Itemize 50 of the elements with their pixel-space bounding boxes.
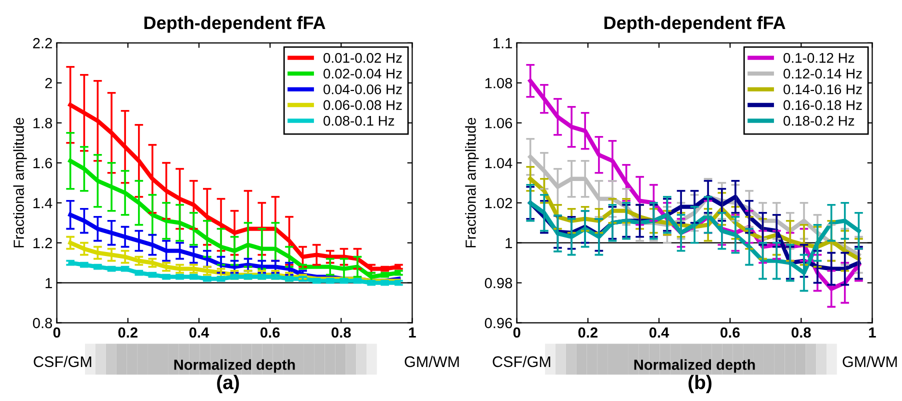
x-tick-label: 0.8: [792, 327, 811, 338]
legend-label: 0.12-0.14 Hz: [784, 68, 862, 79]
text: GM/WM: [404, 356, 459, 368]
text: GM/WM: [842, 356, 897, 368]
x-tick-label: 0.8: [332, 327, 351, 338]
y-tick-label: 1.2: [34, 238, 52, 248]
y-tick-label: 1.06: [485, 118, 512, 128]
y-tick-label: 1.6: [34, 158, 52, 168]
x-tick-label: 0.4: [189, 327, 210, 338]
y-tick-label: 1.8: [34, 118, 52, 128]
y-tick-label: 1.02: [485, 198, 512, 208]
y-tick-label: 0.8: [32, 318, 52, 328]
legend-label: 0.18-0.2 Hz: [784, 116, 854, 126]
y-axis-title: Fractional amplitude: [465, 118, 479, 248]
legend-label: 0.04-0.06 Hz: [324, 84, 402, 94]
y-tick-label: 2: [45, 78, 52, 88]
text: (b): [688, 374, 712, 394]
legend-label: 0.06-0.08 Hz: [324, 100, 402, 110]
y-tick-label: 1: [46, 278, 52, 288]
y-tick-label: 1: [506, 238, 512, 248]
text: CSF/GM: [34, 356, 92, 368]
text: (a): [217, 374, 239, 394]
y-tick-label: 1.1: [494, 38, 512, 48]
x-tick-label: 0.6: [720, 327, 740, 338]
legend-label: 0.14-0.16 Hz: [784, 84, 862, 94]
y-tick-label: 2.2: [33, 38, 52, 48]
x-tick-label: 0.2: [578, 327, 598, 338]
y-tick-label: 1.08: [485, 78, 512, 88]
y-tick-label: 0.96: [484, 318, 512, 328]
y-tick-label: 1.4: [34, 198, 52, 208]
x-axis-title: Normalized depth: [634, 359, 755, 373]
chart-title: Depth-dependent fFA: [604, 16, 786, 33]
text: CSF/GM: [492, 356, 550, 368]
y-axis-title: Fractional amplitude: [13, 118, 27, 248]
x-tick-label: 0.4: [649, 327, 670, 338]
legend-label: 0.16-0.18 Hz: [784, 100, 862, 110]
legend-label: 0.1-0.12 Hz: [784, 52, 854, 63]
chart-title: Depth-dependent fFA: [144, 16, 326, 33]
x-tick-label: 0.2: [118, 327, 138, 338]
y-tick-label: 1.04: [485, 158, 512, 168]
x-tick-label: 0: [513, 327, 520, 338]
x-tick-label: 1: [869, 328, 876, 338]
x-tick-label: 1: [409, 328, 416, 338]
x-axis-title: Normalized depth: [174, 359, 295, 373]
legend-label: 0.01-0.02 Hz: [324, 52, 402, 63]
legend-label: 0.08-0.1 Hz: [324, 116, 394, 126]
y-tick-label: 0.98: [484, 278, 512, 288]
x-tick-label: 0.6: [260, 327, 280, 338]
x-tick-label: 0: [53, 327, 60, 338]
legend-label: 0.02-0.04 Hz: [324, 68, 402, 79]
